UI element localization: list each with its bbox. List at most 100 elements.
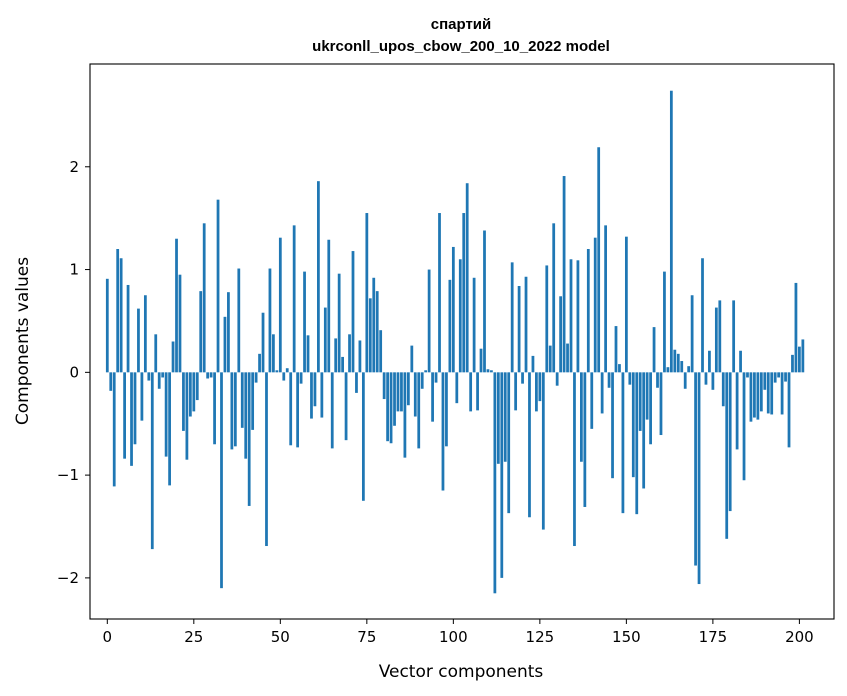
bar: [182, 372, 185, 431]
y-tick-label: −2: [57, 569, 79, 587]
bar: [635, 372, 639, 515]
bar: [154, 334, 158, 373]
bar: [618, 364, 621, 373]
bar: [718, 300, 722, 373]
bar: [220, 372, 223, 589]
bar: [116, 249, 120, 373]
bar: [209, 372, 213, 378]
bar: [538, 372, 542, 402]
bar: [624, 236, 628, 373]
bar: [365, 213, 369, 373]
y-tick-label: 0: [69, 363, 79, 381]
bar: [133, 372, 137, 445]
bar: [535, 372, 538, 412]
bar: [206, 372, 210, 379]
bar: [317, 181, 320, 373]
x-tick-label: 150: [612, 628, 641, 646]
bar: [469, 372, 473, 412]
bar: [275, 370, 279, 373]
bar: [521, 372, 524, 384]
bar: [303, 271, 306, 373]
bar: [137, 308, 140, 373]
x-tick-label: 200: [785, 628, 814, 646]
bar: [462, 213, 466, 373]
bar: [628, 372, 632, 385]
bar: [258, 353, 261, 373]
bar: [188, 372, 192, 417]
bar: [431, 372, 434, 422]
bar: [123, 372, 126, 459]
bar: [483, 230, 486, 373]
x-axis-label: Vector components: [379, 662, 544, 682]
bar: [455, 372, 459, 404]
bar: [268, 268, 272, 373]
bar: [393, 372, 396, 426]
bar: [351, 251, 355, 373]
bar: [427, 269, 431, 373]
bar: [580, 372, 583, 462]
bar: [185, 372, 189, 460]
bar: [676, 353, 680, 373]
bar: [323, 307, 327, 373]
bar: [680, 361, 684, 373]
y-axis-label: Components values: [13, 257, 33, 425]
bar: [213, 372, 216, 445]
bar: [756, 372, 760, 420]
bar: [711, 372, 715, 390]
bar: [306, 335, 310, 373]
bar: [230, 372, 234, 450]
bar: [130, 372, 133, 466]
bar: [168, 372, 171, 486]
bar: [673, 349, 677, 373]
bar: [721, 372, 725, 407]
bar: [348, 334, 351, 373]
bar: [528, 372, 531, 518]
bar: [119, 258, 123, 373]
bar: [382, 372, 386, 400]
bar: [126, 284, 130, 373]
bar: [763, 372, 767, 390]
bar: [143, 295, 147, 373]
bar: [310, 372, 313, 419]
bar: [327, 239, 331, 373]
bar: [552, 223, 556, 373]
bar: [320, 372, 324, 418]
bar: [441, 372, 445, 491]
bar: [448, 279, 452, 373]
bar: [766, 372, 770, 414]
bar: [614, 326, 618, 373]
bar: [244, 372, 248, 459]
bar: [493, 372, 497, 594]
bar: [735, 372, 739, 450]
bar: [600, 372, 604, 414]
bar: [555, 372, 559, 386]
bar: [569, 259, 573, 373]
y-tick-label: 1: [69, 261, 79, 279]
bar: [507, 372, 511, 514]
chart-subtitle: ukrconll_upos_cbow_200_10_2022 model: [312, 38, 610, 55]
bar: [434, 372, 438, 383]
bar: [361, 372, 365, 501]
bar: [669, 90, 673, 373]
bar: [261, 312, 265, 373]
bar: [663, 271, 666, 373]
bar: [652, 327, 656, 373]
bar: [147, 372, 151, 381]
bar: [406, 372, 410, 406]
bar: [299, 372, 303, 384]
bar: [150, 372, 154, 550]
bar: [631, 372, 635, 478]
bar: [510, 262, 514, 373]
bar: [562, 176, 566, 373]
bar: [178, 274, 182, 373]
bar: [278, 237, 282, 373]
bar: [645, 372, 649, 420]
bar: [753, 372, 756, 418]
bar: [358, 340, 362, 373]
bar: [590, 372, 594, 429]
bar: [541, 372, 545, 530]
bar: [458, 259, 462, 373]
bar: [247, 372, 251, 506]
bar: [355, 372, 358, 393]
